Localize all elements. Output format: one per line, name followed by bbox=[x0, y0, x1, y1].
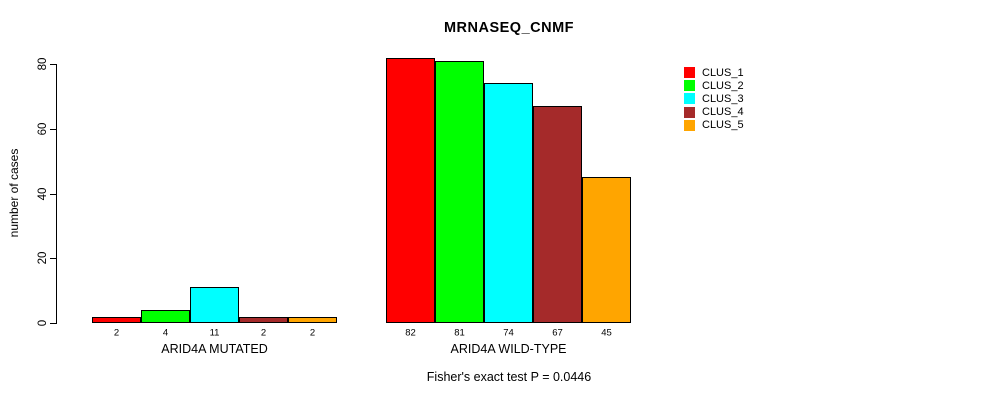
y-tick-label: 40 bbox=[37, 187, 49, 200]
legend-row-clus_4: CLUS_4 bbox=[684, 106, 744, 119]
y-tick-mark bbox=[50, 64, 56, 65]
bar-value-label: 2 bbox=[309, 327, 316, 339]
bar-value-label: 4 bbox=[162, 327, 169, 339]
bar-clus_4-0 bbox=[239, 316, 288, 323]
y-tick-label: 0 bbox=[37, 319, 49, 327]
x-group-label-0: ARID4A MUTATED bbox=[161, 342, 268, 356]
legend-swatch-icon bbox=[684, 93, 695, 105]
bar-value-label: 74 bbox=[503, 327, 514, 339]
bar-clus_2-0 bbox=[141, 310, 190, 323]
bar-clus_3-0 bbox=[190, 287, 239, 323]
bar-value-label: 2 bbox=[260, 327, 267, 339]
bar-value-label: 67 bbox=[552, 327, 563, 339]
bar-value-label: 11 bbox=[209, 327, 220, 339]
footnote: Fisher's exact test P = 0.0446 bbox=[426, 370, 592, 384]
y-axis-line bbox=[56, 64, 57, 324]
y-tick-label: 60 bbox=[37, 122, 49, 136]
legend-row-clus_1: CLUS_1 bbox=[684, 66, 744, 79]
legend-label: CLUS_2 bbox=[702, 79, 744, 92]
legend-label: CLUS_4 bbox=[702, 106, 744, 119]
legend-label: CLUS_5 bbox=[702, 119, 744, 132]
legend: CLUS_1 CLUS_2 CLUS_3 CLUS_4 CLUS_5 bbox=[684, 66, 744, 132]
y-tick-mark bbox=[50, 193, 56, 195]
chart-title: MRNASEQ_CNMF bbox=[443, 20, 575, 36]
bar-value-label: 82 bbox=[405, 327, 416, 339]
x-group-label-1: ARID4A WILD-TYPE bbox=[450, 342, 567, 356]
legend-swatch-icon bbox=[684, 67, 695, 79]
legend-label: CLUS_1 bbox=[702, 66, 744, 79]
bar-value-label: 81 bbox=[454, 327, 465, 339]
legend-row-clus_2: CLUS_2 bbox=[684, 79, 744, 92]
legend-swatch-icon bbox=[684, 80, 695, 92]
legend-row-clus_3: CLUS_3 bbox=[684, 92, 744, 105]
y-tick-mark bbox=[50, 323, 56, 324]
y-tick-mark bbox=[50, 258, 56, 260]
legend-row-clus_5: CLUS_5 bbox=[684, 119, 744, 132]
legend-label: CLUS_3 bbox=[702, 92, 744, 105]
y-tick-label: 80 bbox=[37, 57, 49, 71]
bar-clus_5-1 bbox=[582, 177, 631, 323]
bar-clus_1-1 bbox=[386, 57, 435, 323]
y-tick-label: 20 bbox=[37, 251, 49, 265]
bar-value-label: 45 bbox=[601, 327, 612, 339]
bar-clus_1-0 bbox=[92, 316, 141, 323]
bar-clus_4-1 bbox=[533, 106, 582, 323]
bar-clus_3-1 bbox=[484, 83, 533, 323]
y-tick-mark bbox=[50, 128, 56, 130]
bar-clus_5-0 bbox=[288, 316, 337, 323]
bar-value-label: 2 bbox=[113, 327, 120, 339]
legend-swatch-icon bbox=[684, 119, 695, 131]
bar-clus_2-1 bbox=[435, 60, 484, 323]
legend-swatch-icon bbox=[684, 106, 695, 118]
y-axis-title: number of cases bbox=[7, 148, 21, 238]
